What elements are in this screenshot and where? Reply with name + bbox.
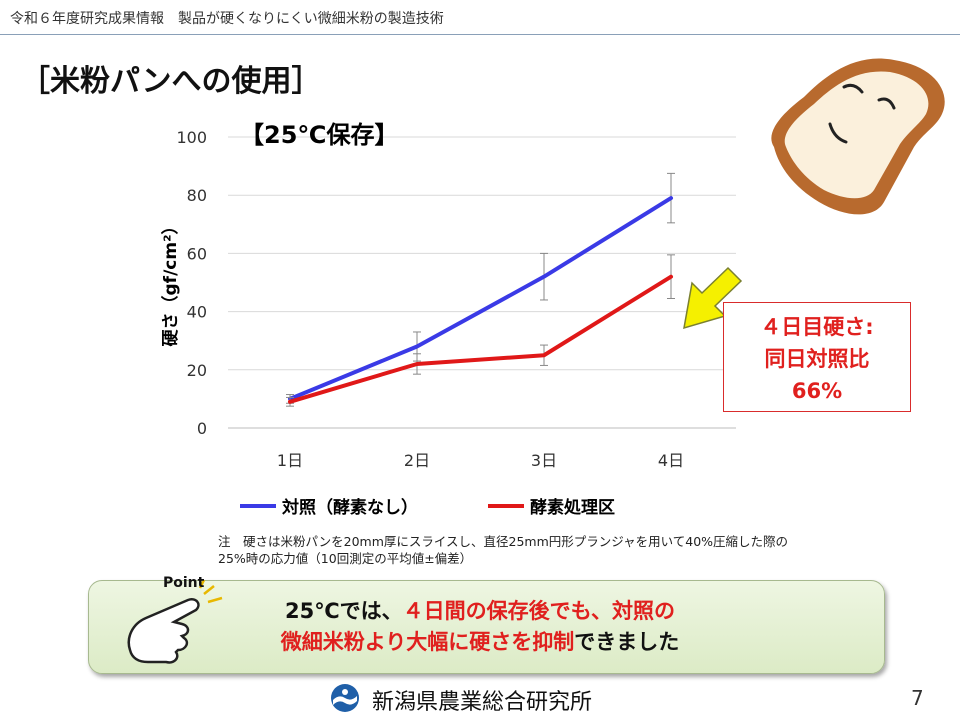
page-title: ［米粉パンへの使用］ [20,64,322,99]
y-tick-label: 20 [187,361,207,380]
y-axis-label: 硬さ（gf/cm²） [160,217,181,346]
chart-legend: 対照（酵素なし） 酵素処理区 [240,497,615,518]
footer-organization: 新潟県農業総合研究所 [372,690,593,715]
callout-line-1: ４日目硬さ: [760,315,874,339]
header-text: 令和６年度研究成果情報 製品が硬くなりにくい微細米粉の製造技術 [10,11,444,27]
page-number: 7 [911,686,924,710]
point-line1-red: ４日間の保存後でも、対照の [402,599,676,623]
y-tick-label: 0 [197,419,207,438]
y-tick-label: 80 [187,186,207,205]
point-line1-pre: 25℃では、 [284,599,403,623]
y-tick-label: 40 [187,303,207,322]
point-line2-red: 微細米粉より大幅に硬さを抑制 [280,630,575,654]
callout-line-3: 66% [791,379,843,403]
callout-box: ４日目硬さ: 同日対照比 66% [723,302,911,412]
chart-series [286,172,675,407]
pointing-hand-icon [127,580,223,664]
y-tick-label: 60 [187,244,207,263]
note-line-2: 25%時の応力値（10回測定の平均値±偏差） [218,551,473,566]
bread-illustration [771,58,945,215]
series-2 [286,254,675,407]
measurement-note: 注 硬さは米粉パンを20mm厚にスライスし、直径25mm円形プランジャを用いて4… [218,533,898,567]
x-tick-label: 2日 [404,451,430,470]
point-text: 25℃では、４日間の保存後でも、対照の 微細米粉より大幅に硬さを抑制できました [150,596,810,658]
callout-line-2: 同日対照比 [764,347,870,371]
point-line2-post: できました [574,630,680,654]
header-bar: 令和６年度研究成果情報 製品が硬くなりにくい微細米粉の製造技術 [0,0,960,35]
y-axis-ticks: 0 20 40 60 80 100 [176,128,207,438]
x-tick-label: 4日 [658,451,684,470]
series-line [288,274,673,404]
legend-label: 酵素処理区 [530,497,615,518]
x-tick-label: 1日 [277,451,303,470]
point-summary-box [88,580,885,674]
note-line-1: 注 硬さは米粉パンを20mm厚にスライスし、直径25mm円形プランジャを用いて4… [218,534,789,549]
series-line [288,196,673,401]
series-1 [286,172,675,404]
y-tick-label: 100 [176,128,207,147]
legend-label: 対照（酵素なし） [281,497,418,518]
point-label: Point [163,575,205,591]
x-tick-label: 3日 [531,451,557,470]
chart-title: 【25℃保存】 [240,121,398,149]
organization-logo-icon [331,684,359,712]
x-axis-ticks: 1日 2日 3日 4日 [277,451,684,470]
